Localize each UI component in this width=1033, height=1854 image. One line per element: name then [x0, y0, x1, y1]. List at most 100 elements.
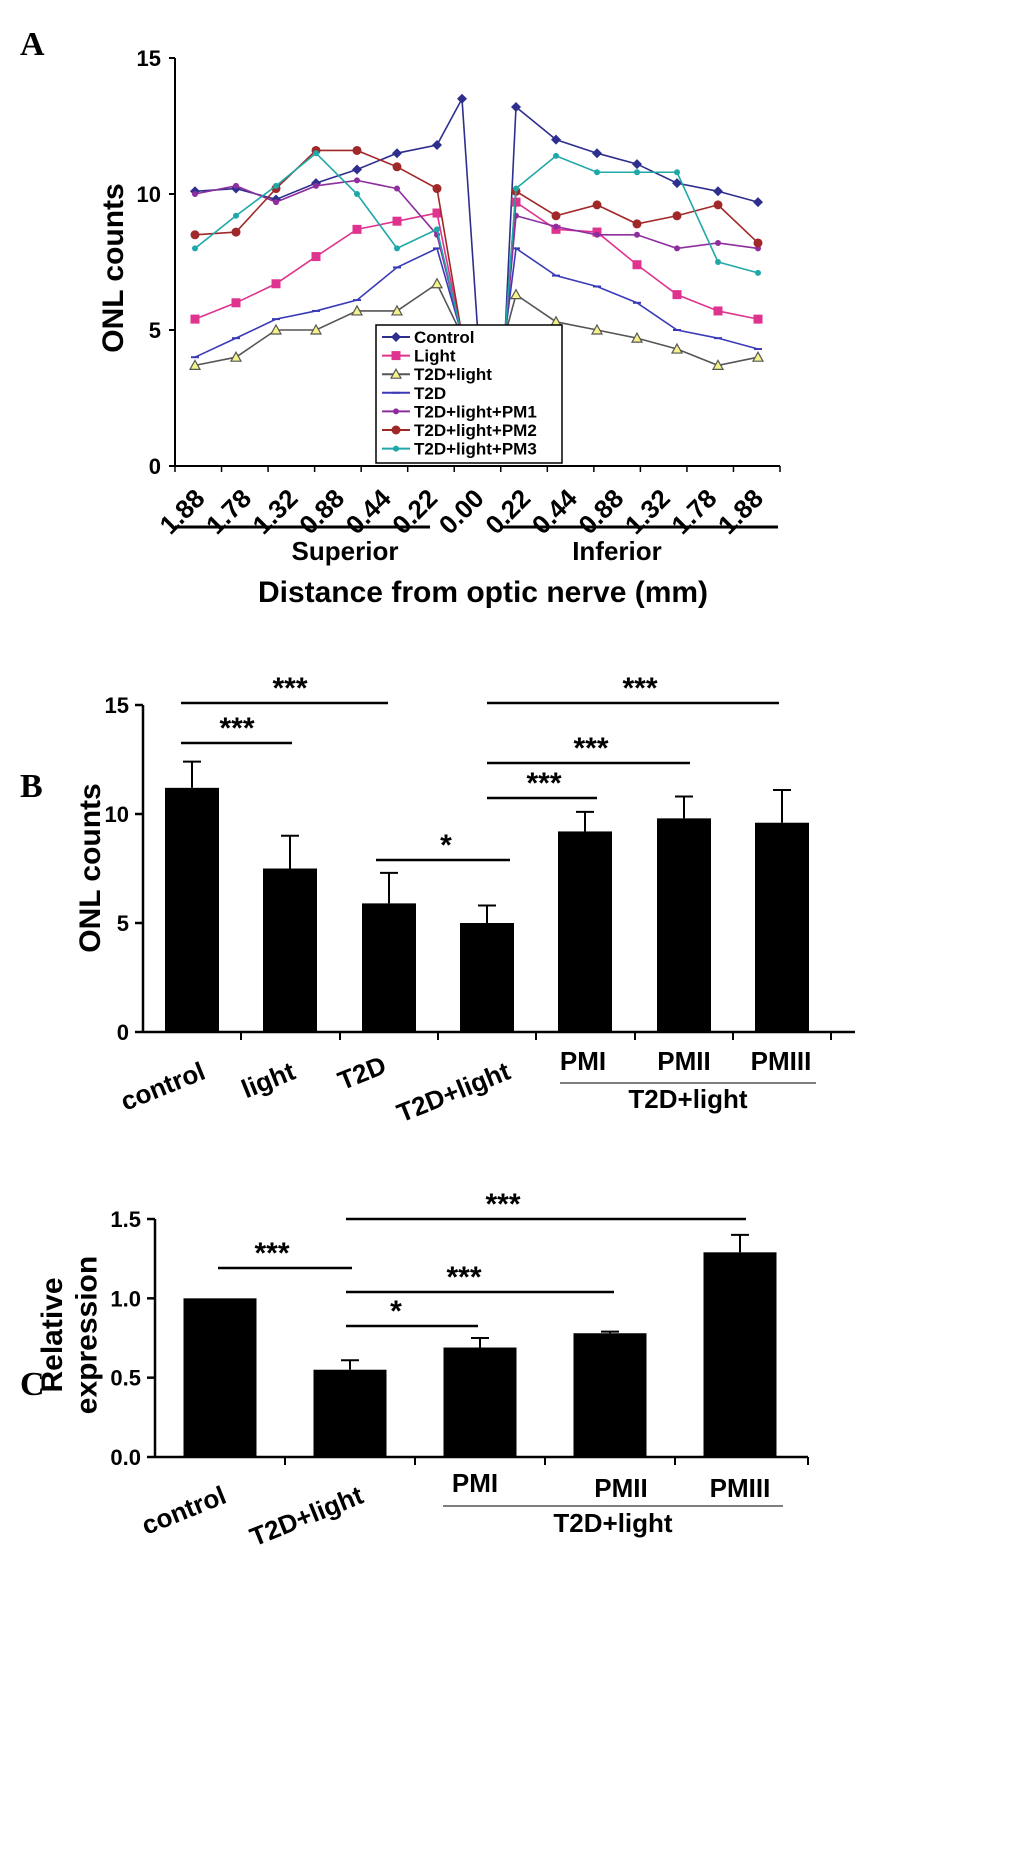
x-tick-label: 0.00 — [433, 483, 490, 540]
series-line — [194, 179, 463, 336]
data-point — [352, 224, 362, 234]
significance-marker: * — [390, 1295, 402, 1328]
bar-t2d-light — [460, 923, 514, 1032]
data-point — [713, 306, 723, 316]
bar-t2d-light — [313, 1369, 387, 1457]
data-point — [311, 252, 321, 262]
data-point — [394, 185, 400, 192]
data-point — [551, 211, 561, 221]
x-tick-label: T2D+light — [246, 1480, 368, 1553]
group-label-inferior: Inferior — [572, 536, 662, 566]
panel-c-bar-chart: 0.00.51.01.5Relativeexpression**********… — [36, 1188, 809, 1553]
data-point — [713, 200, 723, 210]
y-axis-title-line: Relative — [36, 1277, 69, 1392]
data-point — [392, 148, 402, 159]
data-point — [670, 342, 684, 354]
data-point — [511, 197, 521, 207]
bar-pmiii — [703, 1252, 777, 1457]
significance-marker: *** — [573, 732, 608, 765]
x-tick-label: 1.32 — [247, 483, 304, 540]
data-point — [273, 182, 279, 189]
data-point — [350, 304, 364, 316]
data-point — [432, 184, 442, 194]
data-point — [674, 245, 680, 252]
data-point — [190, 230, 200, 240]
legend-label: T2D — [414, 384, 446, 403]
y-axis-title: Relativeexpression — [36, 1256, 104, 1414]
data-point — [188, 359, 202, 370]
data-point — [233, 182, 239, 189]
group-label: T2D+light — [628, 1084, 748, 1114]
series-line — [194, 152, 463, 336]
y-tick-label: 10 — [105, 802, 129, 827]
data-point — [231, 298, 241, 308]
data-point — [713, 186, 723, 197]
data-point — [715, 239, 721, 246]
data-point — [233, 212, 239, 219]
data-point — [634, 231, 640, 238]
data-point — [352, 164, 362, 175]
x-tick-label: 1.88 — [712, 483, 769, 540]
data-point — [434, 226, 440, 233]
y-tick-label: 0 — [149, 454, 161, 479]
series-line — [504, 293, 759, 367]
bar-light — [263, 868, 317, 1032]
y-axis-title: ONL counts — [74, 783, 107, 952]
y-tick-label: 1.0 — [110, 1286, 141, 1311]
data-point — [269, 323, 283, 335]
legend-label: Control — [414, 328, 474, 347]
y-tick-label: 0.0 — [110, 1445, 141, 1470]
x-tick-label: 0.88 — [572, 483, 629, 540]
x-axis-title: Distance from optic nerve (mm) — [258, 576, 708, 609]
data-point — [553, 223, 559, 230]
y-tick-label: 10 — [137, 182, 161, 207]
data-point — [753, 238, 763, 248]
x-tick-label: 0.22 — [386, 483, 443, 540]
data-point — [551, 134, 561, 145]
group-label: T2D+light — [553, 1508, 673, 1538]
data-point — [511, 101, 521, 112]
data-point — [672, 211, 682, 221]
x-tick-label: 1.78 — [665, 483, 722, 540]
significance-marker: *** — [219, 712, 254, 745]
x-tick-label: light — [237, 1056, 299, 1104]
legend-swatch-marker — [391, 332, 401, 342]
y-axis-title: ONL counts — [97, 183, 130, 352]
data-point — [354, 177, 360, 184]
data-point — [309, 323, 323, 335]
bar-control — [183, 1298, 257, 1457]
data-point — [594, 231, 600, 238]
data-point — [430, 277, 444, 289]
x-tick-label: PMIII — [710, 1473, 771, 1503]
data-point — [273, 199, 279, 206]
panel-label-c: C — [20, 1366, 45, 1403]
x-tick-label: control — [116, 1056, 209, 1117]
bar-pmii — [657, 818, 711, 1032]
data-point — [715, 259, 721, 265]
x-tick-label: PMIII — [751, 1046, 812, 1076]
data-point — [553, 152, 559, 159]
data-point — [354, 191, 360, 197]
data-point — [674, 169, 680, 176]
data-point — [672, 290, 682, 300]
significance-marker: *** — [272, 672, 307, 705]
data-point — [590, 323, 604, 335]
data-point — [313, 150, 319, 157]
data-point — [352, 145, 362, 155]
data-point — [432, 140, 442, 151]
series-t2d-light-pm3 — [192, 150, 761, 336]
legend-swatch-marker — [391, 351, 401, 361]
series-line — [504, 155, 759, 336]
panel-label-a: A — [20, 26, 45, 63]
series-line — [194, 149, 463, 336]
y-axis-title-line: expression — [71, 1256, 104, 1414]
series-line — [504, 200, 759, 336]
data-point — [594, 169, 600, 176]
legend-label: T2D+light+PM1 — [414, 402, 537, 421]
panel-label-b: B — [20, 768, 43, 805]
series-line — [194, 247, 463, 358]
data-point — [392, 162, 402, 172]
data-point — [231, 227, 241, 237]
